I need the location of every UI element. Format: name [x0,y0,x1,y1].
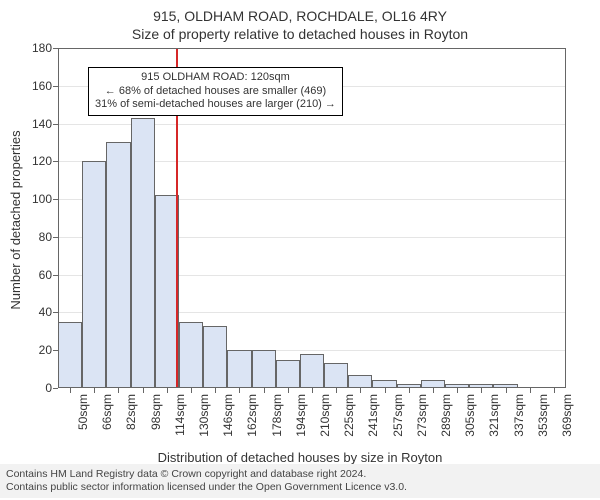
x-tick-label: 353sqm [536,394,550,437]
y-tick-label: 20 [12,343,52,357]
y-tick-label: 60 [12,268,52,282]
y-tick-label: 180 [12,41,52,55]
x-tick [312,388,313,393]
x-tick-label: 241sqm [366,394,380,437]
x-tick-label: 225sqm [342,394,356,437]
x-tick-label: 178sqm [270,394,284,437]
x-tick [336,388,337,393]
chart-title: 915, OLDHAM ROAD, ROCHDALE, OL16 4RY [0,8,600,24]
y-tick-label: 160 [12,79,52,93]
x-tick-label: 162sqm [245,394,259,437]
x-tick [409,388,410,393]
x-tick-label: 337sqm [512,394,526,437]
x-tick [554,388,555,393]
x-tick-label: 210sqm [318,394,332,437]
x-tick-label: 289sqm [439,394,453,437]
y-tick [53,388,58,389]
x-tick [360,388,361,393]
x-tick-label: 114sqm [173,394,187,436]
x-tick-label: 50sqm [76,394,90,430]
x-tick [167,388,168,393]
y-tick-label: 40 [12,305,52,319]
x-tick [530,388,531,393]
footer: Contains HM Land Registry data © Crown c… [0,464,600,498]
y-tick-label: 100 [12,192,52,206]
annotation-line-3: 31% of semi-detached houses are larger (… [95,98,336,112]
annotation-box: 915 OLDHAM ROAD: 120sqm ← 68% of detache… [88,67,343,116]
y-tick-label: 0 [12,381,52,395]
annotation-line-2: ← 68% of detached houses are smaller (46… [95,85,336,99]
y-tick-label: 140 [12,117,52,131]
x-tick [239,388,240,393]
x-tick-label: 98sqm [149,394,163,430]
x-tick-label: 194sqm [294,394,308,437]
x-tick-label: 130sqm [197,394,211,437]
footer-line-2: Contains public sector information licen… [6,481,594,494]
x-tick-label: 273sqm [415,394,429,437]
x-tick [94,388,95,393]
y-tick-label: 80 [12,230,52,244]
x-tick [70,388,71,393]
x-tick [191,388,192,393]
x-tick-label: 146sqm [221,394,235,437]
x-tick [457,388,458,393]
chart-subtitle: Size of property relative to detached ho… [0,26,600,42]
x-tick-label: 321sqm [487,394,501,437]
x-tick-label: 82sqm [124,394,138,430]
annotation-line-1: 915 OLDHAM ROAD: 120sqm [95,71,336,85]
x-tick [264,388,265,393]
plot-area: 02040608010012014016018050sqm66sqm82sqm9… [58,48,566,388]
footer-line-1: Contains HM Land Registry data © Crown c… [6,468,594,481]
x-axis-title: Distribution of detached houses by size … [0,450,600,465]
x-tick [143,388,144,393]
x-tick [215,388,216,393]
x-tick-label: 305sqm [463,394,477,437]
x-tick [118,388,119,393]
x-tick [481,388,482,393]
x-tick-label: 66sqm [100,394,114,430]
y-tick-label: 120 [12,154,52,168]
x-tick-label: 257sqm [391,394,405,437]
x-tick [506,388,507,393]
chart-container: 915, OLDHAM ROAD, ROCHDALE, OL16 4RY Siz… [0,0,600,500]
x-tick [385,388,386,393]
x-tick [433,388,434,393]
x-tick-label: 369sqm [560,394,574,437]
x-tick [288,388,289,393]
